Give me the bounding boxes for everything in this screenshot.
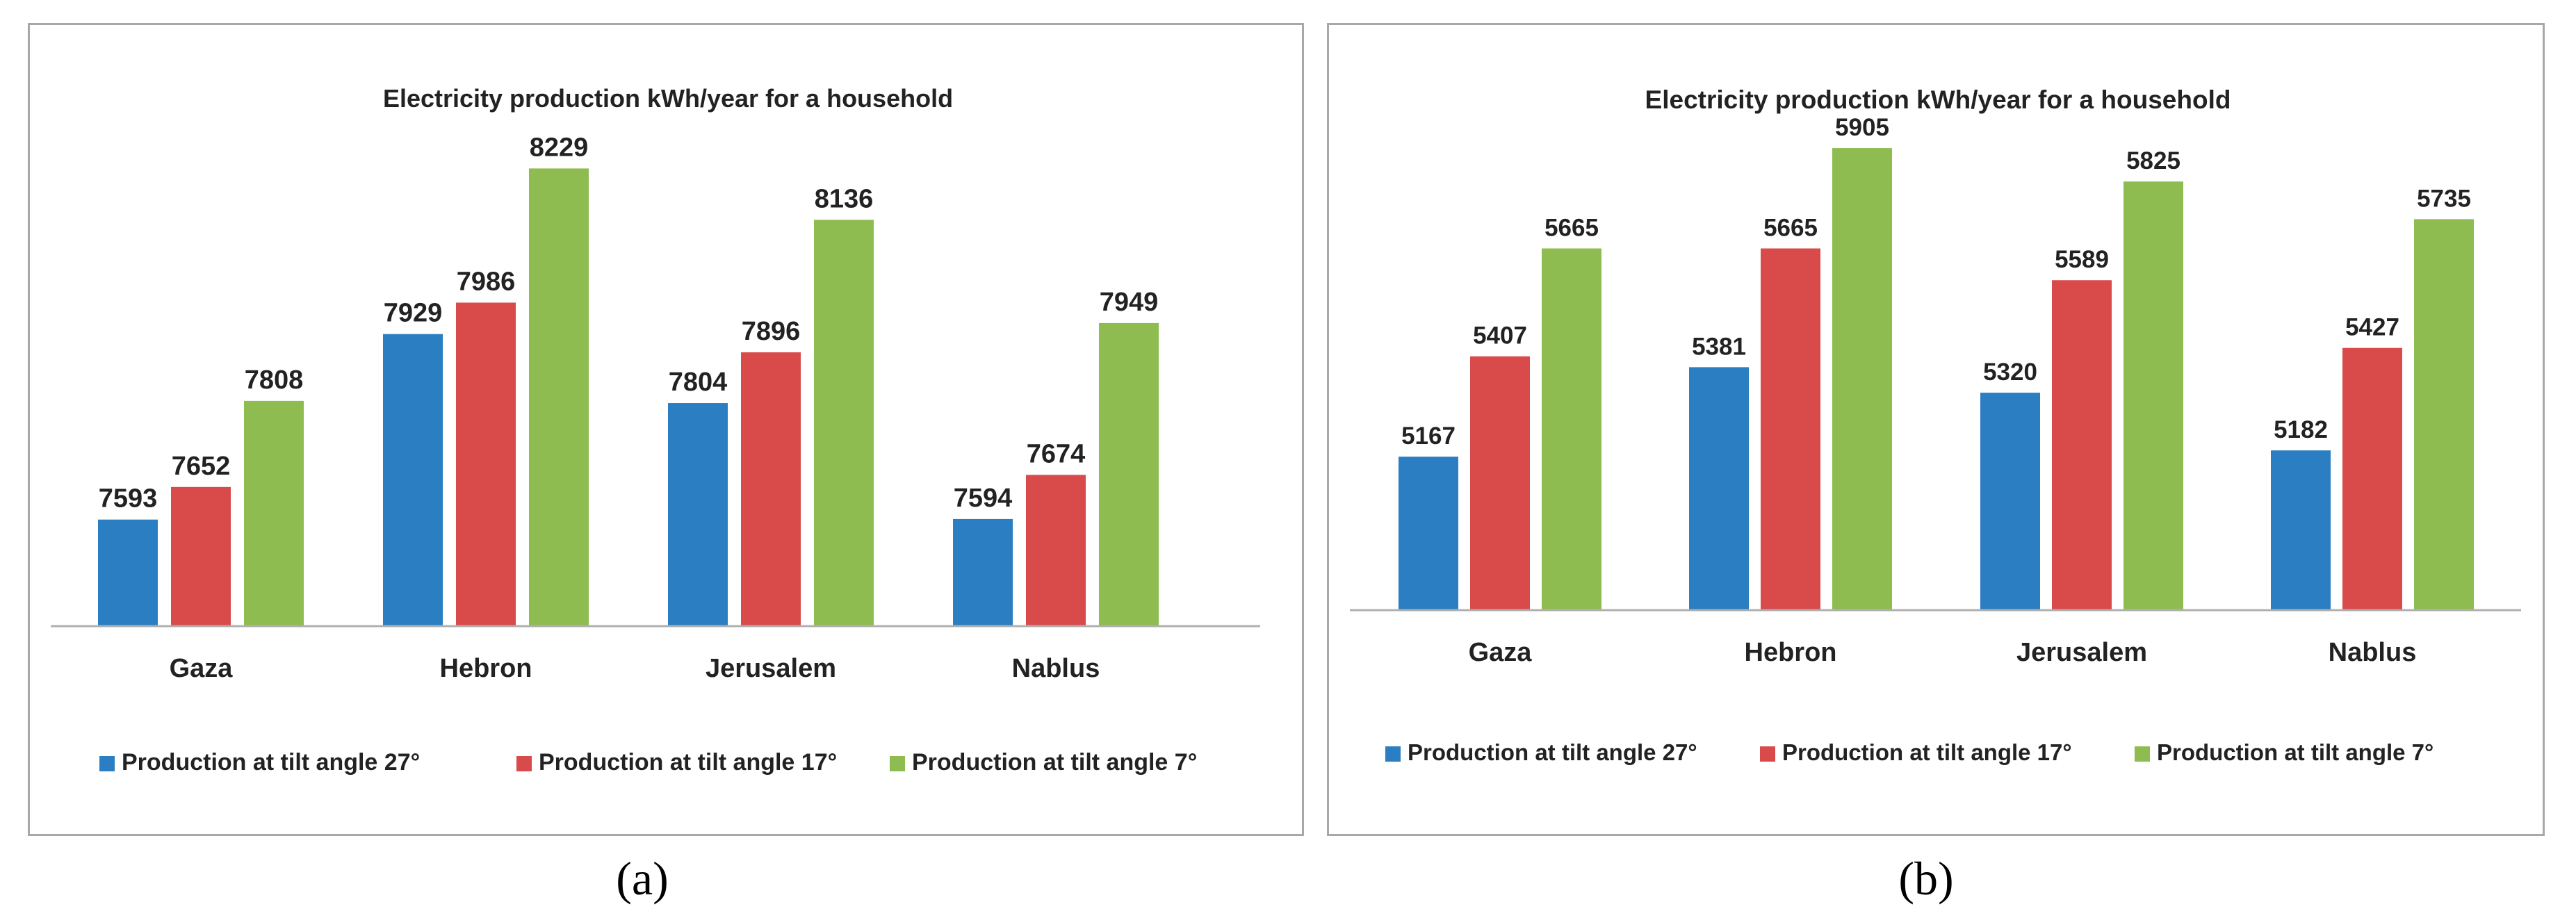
data-label: 5665 xyxy=(1763,214,1818,241)
x-tick-label: Gaza xyxy=(170,654,234,683)
legend-swatch xyxy=(1385,746,1401,762)
bar xyxy=(1399,457,1458,610)
bar xyxy=(2123,181,2183,610)
data-label: 5407 xyxy=(1473,322,1527,350)
data-label: 7986 xyxy=(457,267,516,296)
legend-label: Production at tilt angle 7° xyxy=(2157,739,2434,765)
legend-swatch xyxy=(99,756,115,771)
data-label: 5589 xyxy=(2055,246,2109,273)
bar xyxy=(456,302,516,626)
legend-swatch xyxy=(2135,746,2150,762)
bar xyxy=(741,352,801,626)
legend-label: Production at tilt angle 7° xyxy=(912,749,1197,776)
bar xyxy=(2271,450,2331,610)
bar xyxy=(1026,475,1086,626)
bar xyxy=(2052,280,2112,610)
legend-label: Production at tilt angle 17° xyxy=(539,749,837,776)
data-label: 7594 xyxy=(954,484,1013,513)
data-label: 5665 xyxy=(1544,214,1599,241)
x-tick-label: Hebron xyxy=(1745,638,1837,667)
legend-swatch xyxy=(516,756,532,771)
subfigure-label-a: (a) xyxy=(616,852,669,905)
legend-label: Production at tilt angle 27° xyxy=(122,749,420,776)
bar xyxy=(1470,356,1530,610)
legend-label: Production at tilt angle 17° xyxy=(1782,739,2072,765)
bar xyxy=(1761,248,1820,610)
data-label: 5381 xyxy=(1692,333,1746,360)
chart-b: Electricity production kWh/year for a ho… xyxy=(1350,85,2521,765)
bar xyxy=(814,220,874,626)
data-label: 7593 xyxy=(99,484,158,514)
chart-panel-a: Electricity production kWh/year for a ho… xyxy=(28,23,1304,836)
data-label: 5905 xyxy=(1835,114,1889,141)
x-tick-label: Jerusalem xyxy=(706,654,836,683)
data-label: 5182 xyxy=(2274,416,2328,443)
bar xyxy=(668,403,728,626)
subfigure-label-b: (b) xyxy=(1898,852,1954,905)
bar xyxy=(2414,219,2474,610)
x-tick-label: Nablus xyxy=(1012,654,1100,683)
data-label: 7929 xyxy=(384,299,443,328)
bar xyxy=(171,486,231,626)
chart-title: Electricity production kWh/year for a ho… xyxy=(383,84,953,113)
x-tick-label: Hebron xyxy=(440,654,532,683)
data-label: 5735 xyxy=(2417,185,2471,212)
legend-swatch xyxy=(890,756,905,771)
data-label: 5320 xyxy=(1983,359,2037,386)
bar xyxy=(244,400,304,626)
data-label: 5167 xyxy=(1401,423,1456,450)
bar xyxy=(1542,248,1601,610)
x-tick-label: Nablus xyxy=(2329,638,2417,667)
data-label: 8229 xyxy=(530,133,589,162)
chart-a: Electricity production kWh/year for a ho… xyxy=(51,84,1260,776)
bar xyxy=(1980,393,2040,610)
chart-title: Electricity production kWh/year for a ho… xyxy=(1645,85,2231,114)
data-label: 7808 xyxy=(245,366,304,395)
bar xyxy=(1832,148,1892,611)
data-label: 5427 xyxy=(2345,314,2399,341)
bar xyxy=(383,334,443,626)
bar xyxy=(529,168,589,627)
bar xyxy=(953,518,1013,626)
bar xyxy=(1689,367,1749,610)
data-label: 5825 xyxy=(2126,147,2180,174)
bar xyxy=(1099,322,1159,626)
data-label: 7896 xyxy=(742,317,801,346)
chart-panel-b: Electricity production kWh/year for a ho… xyxy=(1327,23,2545,836)
data-label: 7674 xyxy=(1027,439,1086,468)
data-label: 7949 xyxy=(1100,288,1159,317)
data-label: 8136 xyxy=(815,184,874,213)
x-tick-label: Gaza xyxy=(1469,638,1533,667)
x-tick-label: Jerusalem xyxy=(2016,638,2147,667)
legend-swatch xyxy=(1760,746,1775,762)
data-label: 7804 xyxy=(669,368,728,397)
bar xyxy=(2342,347,2402,610)
bar xyxy=(98,519,158,626)
data-label: 7652 xyxy=(172,452,231,481)
legend-label: Production at tilt angle 27° xyxy=(1408,739,1697,765)
